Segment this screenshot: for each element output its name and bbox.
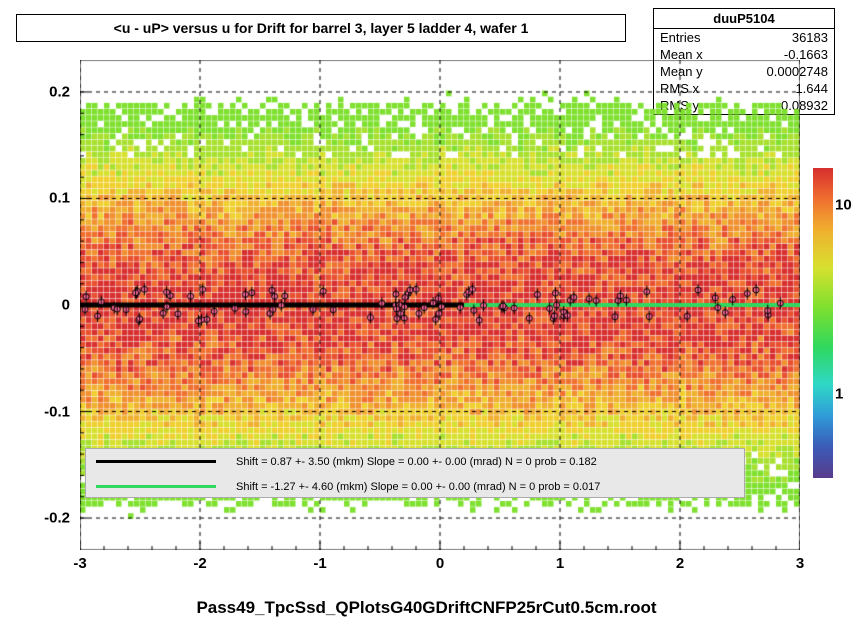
x-tick-label: 0: [436, 555, 444, 572]
y-tick-label: -0.2: [44, 510, 70, 527]
y-tick-label: -0.1: [44, 403, 70, 420]
x-tick-label: 1: [556, 555, 564, 572]
y-tick-label: 0: [62, 297, 70, 314]
x-tick-label: -1: [313, 555, 326, 572]
x-tick-label: 3: [796, 555, 804, 572]
legend-row: Shift = 0.87 +- 3.50 (mkm) Slope = 0.00 …: [86, 449, 744, 474]
x-tick-label: -3: [73, 555, 86, 572]
x-axis: -3-2-10123: [80, 555, 800, 575]
legend-row: Shift = -1.27 +- 4.60 (mkm) Slope = 0.00…: [86, 474, 744, 499]
colorbar-tick-label: 1: [835, 386, 843, 403]
stats-name: duuP5104: [654, 9, 834, 29]
y-tick-label: 0.1: [49, 190, 70, 207]
y-axis: -0.2 -0.1 0 0.1 0.2: [0, 60, 75, 550]
x-tick-label: 2: [676, 555, 684, 572]
legend-text: Shift = -1.27 +- 4.60 (mkm) Slope = 0.00…: [236, 481, 600, 493]
stats-entries: Entries36183: [654, 29, 834, 46]
colorbar-labels: 1 10: [835, 160, 851, 480]
x-tick-label: -2: [193, 555, 206, 572]
y-tick-label: 0.2: [49, 83, 70, 100]
legend-line-sample: [96, 460, 216, 463]
colorbar-tick-label: 10: [835, 197, 852, 214]
footer-filename: Pass49_TpcSsd_QPlotsG40GDriftCNFP25rCut0…: [0, 598, 853, 618]
colorbar-canvas: [813, 168, 833, 478]
legend-line-sample: [96, 485, 216, 488]
legend-text: Shift = 0.87 +- 3.50 (mkm) Slope = 0.00 …: [236, 456, 597, 468]
legend-box: Shift = 0.87 +- 3.50 (mkm) Slope = 0.00 …: [85, 448, 745, 498]
colorbar: [813, 168, 833, 478]
chart-title: <u - uP> versus u for Drift for barrel 3…: [16, 14, 626, 42]
